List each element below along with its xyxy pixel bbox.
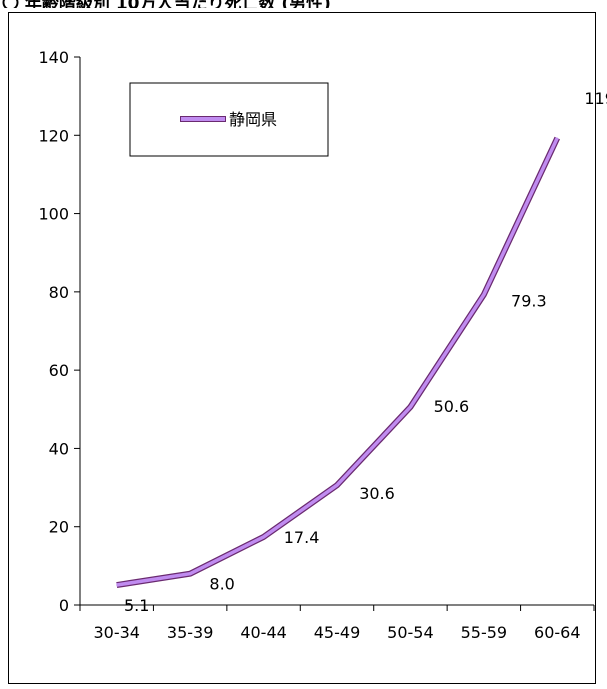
x-tick-label: 30-34 (93, 623, 140, 642)
series-line-group (116, 136, 561, 589)
data-point (483, 294, 485, 296)
x-tick-label: 40-44 (240, 623, 287, 642)
data-point (116, 584, 118, 586)
chart-frame (8, 12, 596, 684)
header-strip: 〇 年齢階級別 10万人当たり死亡数 (男性) (0, 0, 607, 8)
data-label: 79.3 (511, 292, 547, 311)
series-line (116, 137, 559, 587)
y-tick-label: 80 (49, 283, 69, 302)
x-axis: 30-34 35-39 40-44 45-49 50-54 55-59 60-64 (79, 604, 595, 642)
legend-label: 静岡県 (229, 110, 277, 129)
data-point (556, 137, 558, 139)
y-tick-label: 0 (59, 596, 69, 615)
data-label: 30.6 (359, 484, 395, 503)
x-tick-label: 60-64 (534, 623, 581, 642)
data-label: 17.4 (284, 528, 320, 547)
data-labels: 5.1 8.0 17.4 30.6 50.6 79.3 119.3 (124, 89, 607, 615)
y-tick-label: 40 (49, 439, 69, 458)
y-tick-label: 20 (49, 518, 69, 537)
data-label: 5.1 (124, 596, 149, 615)
data-label: 119.3 (584, 89, 607, 108)
y-axis: 0 20 40 60 80 100 120 140 (38, 48, 81, 615)
legend: 静岡県 (129, 82, 329, 157)
x-tick-label: 55-59 (461, 623, 508, 642)
data-label: 50.6 (434, 397, 470, 416)
x-tick-label: 50-54 (387, 623, 434, 642)
page-title: 〇 年齢階級別 10万人当たり死亡数 (男性) (2, 0, 331, 8)
data-point (263, 536, 265, 538)
data-point (189, 573, 191, 575)
legend-box (129, 82, 329, 157)
y-tick-label: 140 (38, 48, 69, 67)
y-tick-label: 60 (49, 361, 69, 380)
data-label: 8.0 (209, 575, 234, 594)
data-point (336, 484, 338, 486)
y-tick-label: 100 (38, 205, 69, 224)
x-tick-label: 45-49 (314, 623, 361, 642)
x-tick-label: 35-39 (167, 623, 214, 642)
series-line-outline (116, 136, 561, 589)
data-point (409, 406, 411, 408)
y-tick-label: 120 (38, 126, 69, 145)
